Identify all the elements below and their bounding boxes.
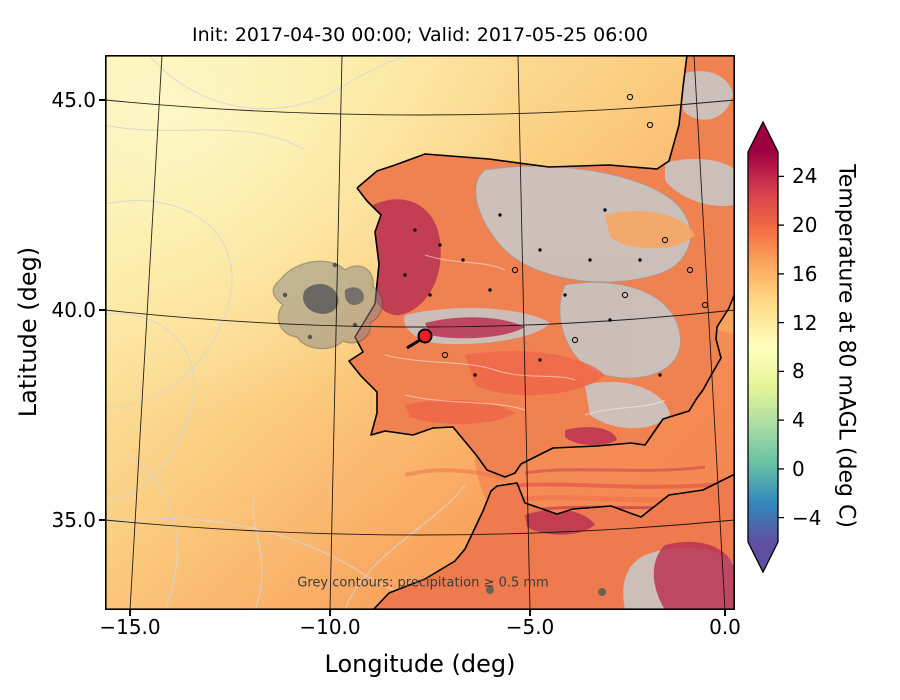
map-plot-area — [99, 44, 855, 614]
land-temperature-texture — [369, 71, 735, 610]
x-tick-label: −15.0 — [99, 615, 161, 639]
site-marker — [406, 328, 433, 350]
y-tick-mark — [99, 99, 105, 101]
colorbar-label: Temperature at 80 mAGL (deg C) — [833, 164, 859, 528]
precip-annotation: Grey contours: precipitation ≥ 0.5 mm — [297, 575, 549, 591]
y-tick-mark — [99, 519, 105, 521]
plot-title: Init: 2017-04-30 00:00; Valid: 2017-05-2… — [192, 24, 648, 46]
x-tick-label: −10.0 — [299, 615, 361, 639]
colorbar-tick-label: 4 — [792, 408, 805, 432]
y-axis-label: Latitude (deg) — [14, 246, 42, 418]
x-tick-mark — [329, 610, 331, 616]
x-tick-label: 0.0 — [709, 615, 741, 639]
y-tick-mark — [99, 309, 105, 311]
colorbar — [746, 120, 790, 576]
colorbar-canvas — [747, 120, 784, 574]
colorbar-tick-label: 0 — [792, 457, 805, 481]
y-tick-label: 45.0 — [51, 88, 96, 112]
x-axis-label: Longitude (deg) — [324, 650, 516, 678]
colorbar-tick-label: 20 — [792, 213, 818, 237]
plot-frame — [105, 55, 736, 611]
colorbar-tick-label: −4 — [792, 506, 822, 530]
colorbar-tick-label: 16 — [792, 262, 818, 286]
y-tick-label: 35.0 — [51, 508, 96, 532]
colorbar-tick-marks — [778, 175, 784, 519]
map-canvas — [99, 44, 855, 614]
colorbar-tick-label: 8 — [792, 359, 805, 383]
graticule — [104, 54, 736, 611]
station-dots — [403, 93, 709, 377]
y-tick-label: 40.0 — [51, 298, 96, 322]
x-tick-mark — [724, 610, 726, 616]
x-tick-label: −5.0 — [505, 615, 555, 639]
x-tick-mark — [529, 610, 531, 616]
colorbar-tick-label: 12 — [792, 311, 818, 335]
x-tick-mark — [129, 610, 131, 616]
colorbar-tick-label: 24 — [792, 164, 818, 188]
